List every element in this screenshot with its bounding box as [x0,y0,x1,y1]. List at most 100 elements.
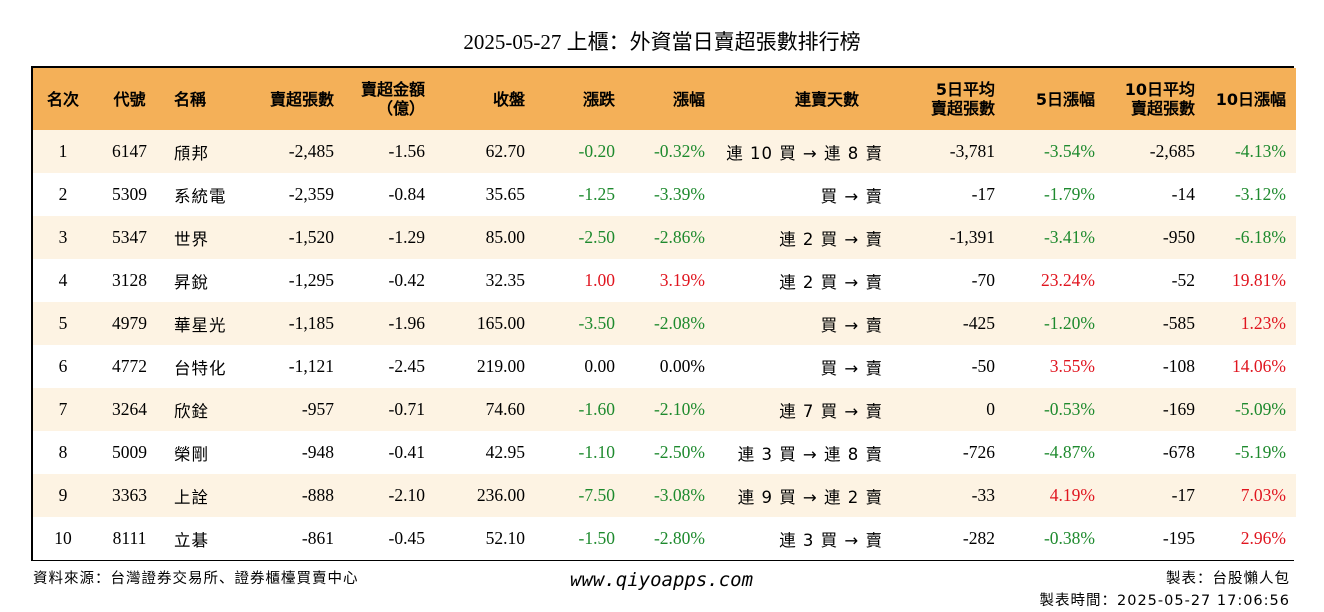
cell-streak: 買 → 賣 [820,186,883,206]
header-close: 收盤 [492,89,525,109]
cell-pct: 3.19% [659,270,705,290]
header-pct: 漲幅 [672,89,705,109]
cell-code: 4772 [112,356,147,376]
header-avg5-line1: 5日平均 [935,80,995,99]
cell-pct: -3.08% [653,485,705,505]
header-sell-amount-line1: 賣超金額 [360,80,425,99]
header-avg10: 10日平均 賣超張數 [1095,68,1195,130]
cell-change: 1.00 [584,270,615,290]
cell-streak: 連 2 買 → 賣 [779,229,883,249]
cell-sell-shares: -2,485 [288,141,334,161]
cell-close: 52.10 [485,528,525,548]
cell-streak: 買 → 賣 [820,358,883,378]
website-link[interactable]: www.qiyoapps.com [570,569,754,591]
cell-pct10: -6.18% [1234,227,1286,247]
cell-code: 3363 [112,485,147,505]
cell-streak: 連 3 買 → 連 8 賣 [737,444,883,464]
cell-sell-amount: -2.45 [388,356,425,376]
data-source: 資料來源：台灣證券交易所、證券櫃檯買賣中心 [33,571,359,587]
cell-change: -2.50 [578,227,615,247]
table-row: 10 8111 立碁 -861 -0.45 52.10 -1.50 -2.80% 連 3 買 →… [33,517,1296,560]
cell-avg10: -17 [1171,485,1195,505]
cell-pct: -2.10% [653,399,705,419]
cell-pct10: 1.23% [1240,313,1286,333]
cell-name: 榮剛 [174,444,209,464]
table-body: 1 6147 頎邦 -2,485 -1.56 62.70 -0.20 -0.32% 連 10 買… [33,130,1296,560]
cell-avg5: 0 [986,399,995,419]
cell-rank: 6 [58,356,68,376]
header-avg5: 5日平均 賣超張數 [895,68,995,130]
cell-pct10: -3.12% [1234,184,1286,204]
cell-close: 35.65 [485,184,525,204]
cell-close: 219.00 [476,356,525,376]
cell-close: 32.35 [485,270,525,290]
cell-sell-shares: -888 [301,485,334,505]
cell-streak: 連 10 買 → 連 8 賣 [726,143,883,163]
cell-avg5: -17 [971,184,995,204]
cell-change: 0.00 [584,356,615,376]
cell-streak: 連 7 買 → 賣 [779,401,883,421]
cell-rank: 3 [58,227,68,247]
header-rank: 名次 [46,89,79,109]
cell-sell-amount: -2.10 [388,485,425,505]
cell-avg10: -2,685 [1149,141,1195,161]
header-pct10: 10日漲幅 [1215,89,1286,109]
cell-sell-shares: -1,520 [288,227,334,247]
cell-avg10: -169 [1162,399,1195,419]
cell-avg10: -195 [1162,528,1195,548]
cell-change: -1.60 [578,399,615,419]
cell-sell-amount: -0.45 [388,528,425,548]
cell-pct5: 4.19% [1049,485,1095,505]
cell-change: -1.10 [578,442,615,462]
cell-avg5: -1,391 [949,227,995,247]
cell-pct: 0.00% [659,356,705,376]
cell-sell-shares: -861 [301,528,334,548]
header-pct5: 5日漲幅 [1035,89,1095,109]
cell-sell-amount: -0.42 [388,270,425,290]
cell-name: 昇銳 [174,272,209,292]
cell-sell-amount: -0.84 [388,184,425,204]
cell-close: 236.00 [476,485,525,505]
cell-rank: 2 [58,184,68,204]
cell-pct10: 19.81% [1232,270,1286,290]
header-avg10-line2: 賣超張數 [1130,99,1195,118]
cell-sell-shares: -948 [301,442,334,462]
header-sell-shares: 賣超張數 [269,89,334,109]
table-maker: 製表：台股懶人包 [1166,571,1290,587]
cell-code: 8111 [112,528,147,548]
cell-change: -1.50 [578,528,615,548]
cell-rank: 8 [58,442,68,462]
cell-pct: -0.32% [653,141,705,161]
cell-code: 5347 [112,227,147,247]
cell-streak: 連 3 買 → 賣 [779,530,883,550]
cell-pct: -2.50% [653,442,705,462]
header-code: 代號 [113,89,146,109]
cell-streak: 連 2 買 → 賣 [779,272,883,292]
cell-rank: 9 [58,485,68,505]
cell-code: 6147 [112,141,147,161]
cell-close: 74.60 [485,399,525,419]
cell-pct5: -3.54% [1043,141,1095,161]
cell-close: 85.00 [485,227,525,247]
cell-sell-amount: -0.71 [388,399,425,419]
cell-pct5: 23.24% [1041,270,1095,290]
cell-change: -7.50 [578,485,615,505]
cell-avg5: -33 [971,485,995,505]
cell-pct5: -3.41% [1043,227,1095,247]
cell-pct: -3.39% [653,184,705,204]
table-row: 2 5309 系統電 -2,359 -0.84 35.65 -1.25 -3.39% 買 → 賣… [33,173,1296,216]
cell-pct: -2.86% [653,227,705,247]
cell-pct5: -4.87% [1043,442,1095,462]
cell-name: 立碁 [174,530,209,550]
cell-avg5: -3,781 [949,141,995,161]
cell-name: 世界 [174,229,209,249]
header-avg10-line1: 10日平均 [1124,80,1195,99]
made-time: 製表時間：2025-05-27 17:06:56 [1039,593,1290,609]
cell-code: 3128 [112,270,147,290]
ranking-table: 名次 代號 名稱 賣超張數 賣超金額 （億） 收盤 漲跌 漲幅 連賣天數 5日平… [33,68,1296,560]
table-header-row: 名次 代號 名稱 賣超張數 賣超金額 （億） 收盤 漲跌 漲幅 連賣天數 5日平… [33,68,1296,130]
cell-sell-amount: -1.29 [388,227,425,247]
cell-change: -0.20 [578,141,615,161]
cell-pct10: -4.13% [1234,141,1286,161]
header-sell-amount-line2: （億） [376,99,425,118]
